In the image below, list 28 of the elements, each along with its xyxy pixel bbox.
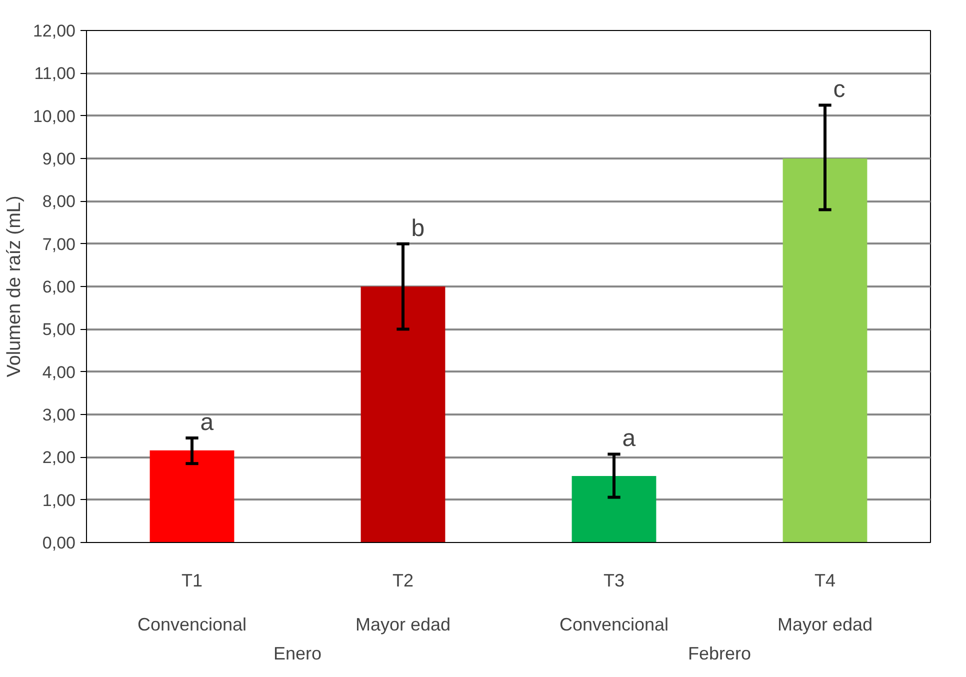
y-tick-label: 7,00 — [42, 234, 76, 254]
annotation: a — [200, 408, 214, 436]
bar — [360, 286, 446, 542]
y-tick-label: 4,00 — [42, 362, 76, 382]
y-tick-label: 3,00 — [42, 406, 76, 424]
y-tick-label: 1,00 — [42, 490, 76, 510]
annotation: c — [833, 76, 846, 104]
bar — [782, 158, 868, 542]
y-tick-label: 10,00 — [32, 106, 76, 126]
y-tick-label: 8,00 — [42, 192, 76, 212]
text: Enero — [273, 644, 322, 664]
y-tick-label: 5,00 — [42, 320, 76, 340]
bar — [572, 476, 656, 542]
text: Febrero — [688, 644, 752, 664]
category-label: T2 Mayor edad — [355, 570, 451, 634]
y-tick-label: 6,00 — [42, 278, 76, 296]
annotation: b — [411, 214, 425, 242]
category-label: T1 Convencional — [137, 570, 247, 634]
y-axis-title: Volumen de raíz (mL) — [4, 196, 25, 378]
annotation: a — [622, 425, 636, 452]
category-label: T3 Convencional — [559, 570, 669, 634]
y-tick-label: 2,00 — [42, 448, 76, 468]
y-tick-label: 11,00 — [34, 64, 76, 84]
y-tick-label: 0,00 — [42, 534, 76, 552]
bar — [150, 450, 234, 542]
category-label: T4 Mayor edad — [777, 570, 873, 634]
y-tick-label: 12,00 — [32, 22, 76, 40]
y-tick-label: 9,00 — [42, 150, 76, 168]
